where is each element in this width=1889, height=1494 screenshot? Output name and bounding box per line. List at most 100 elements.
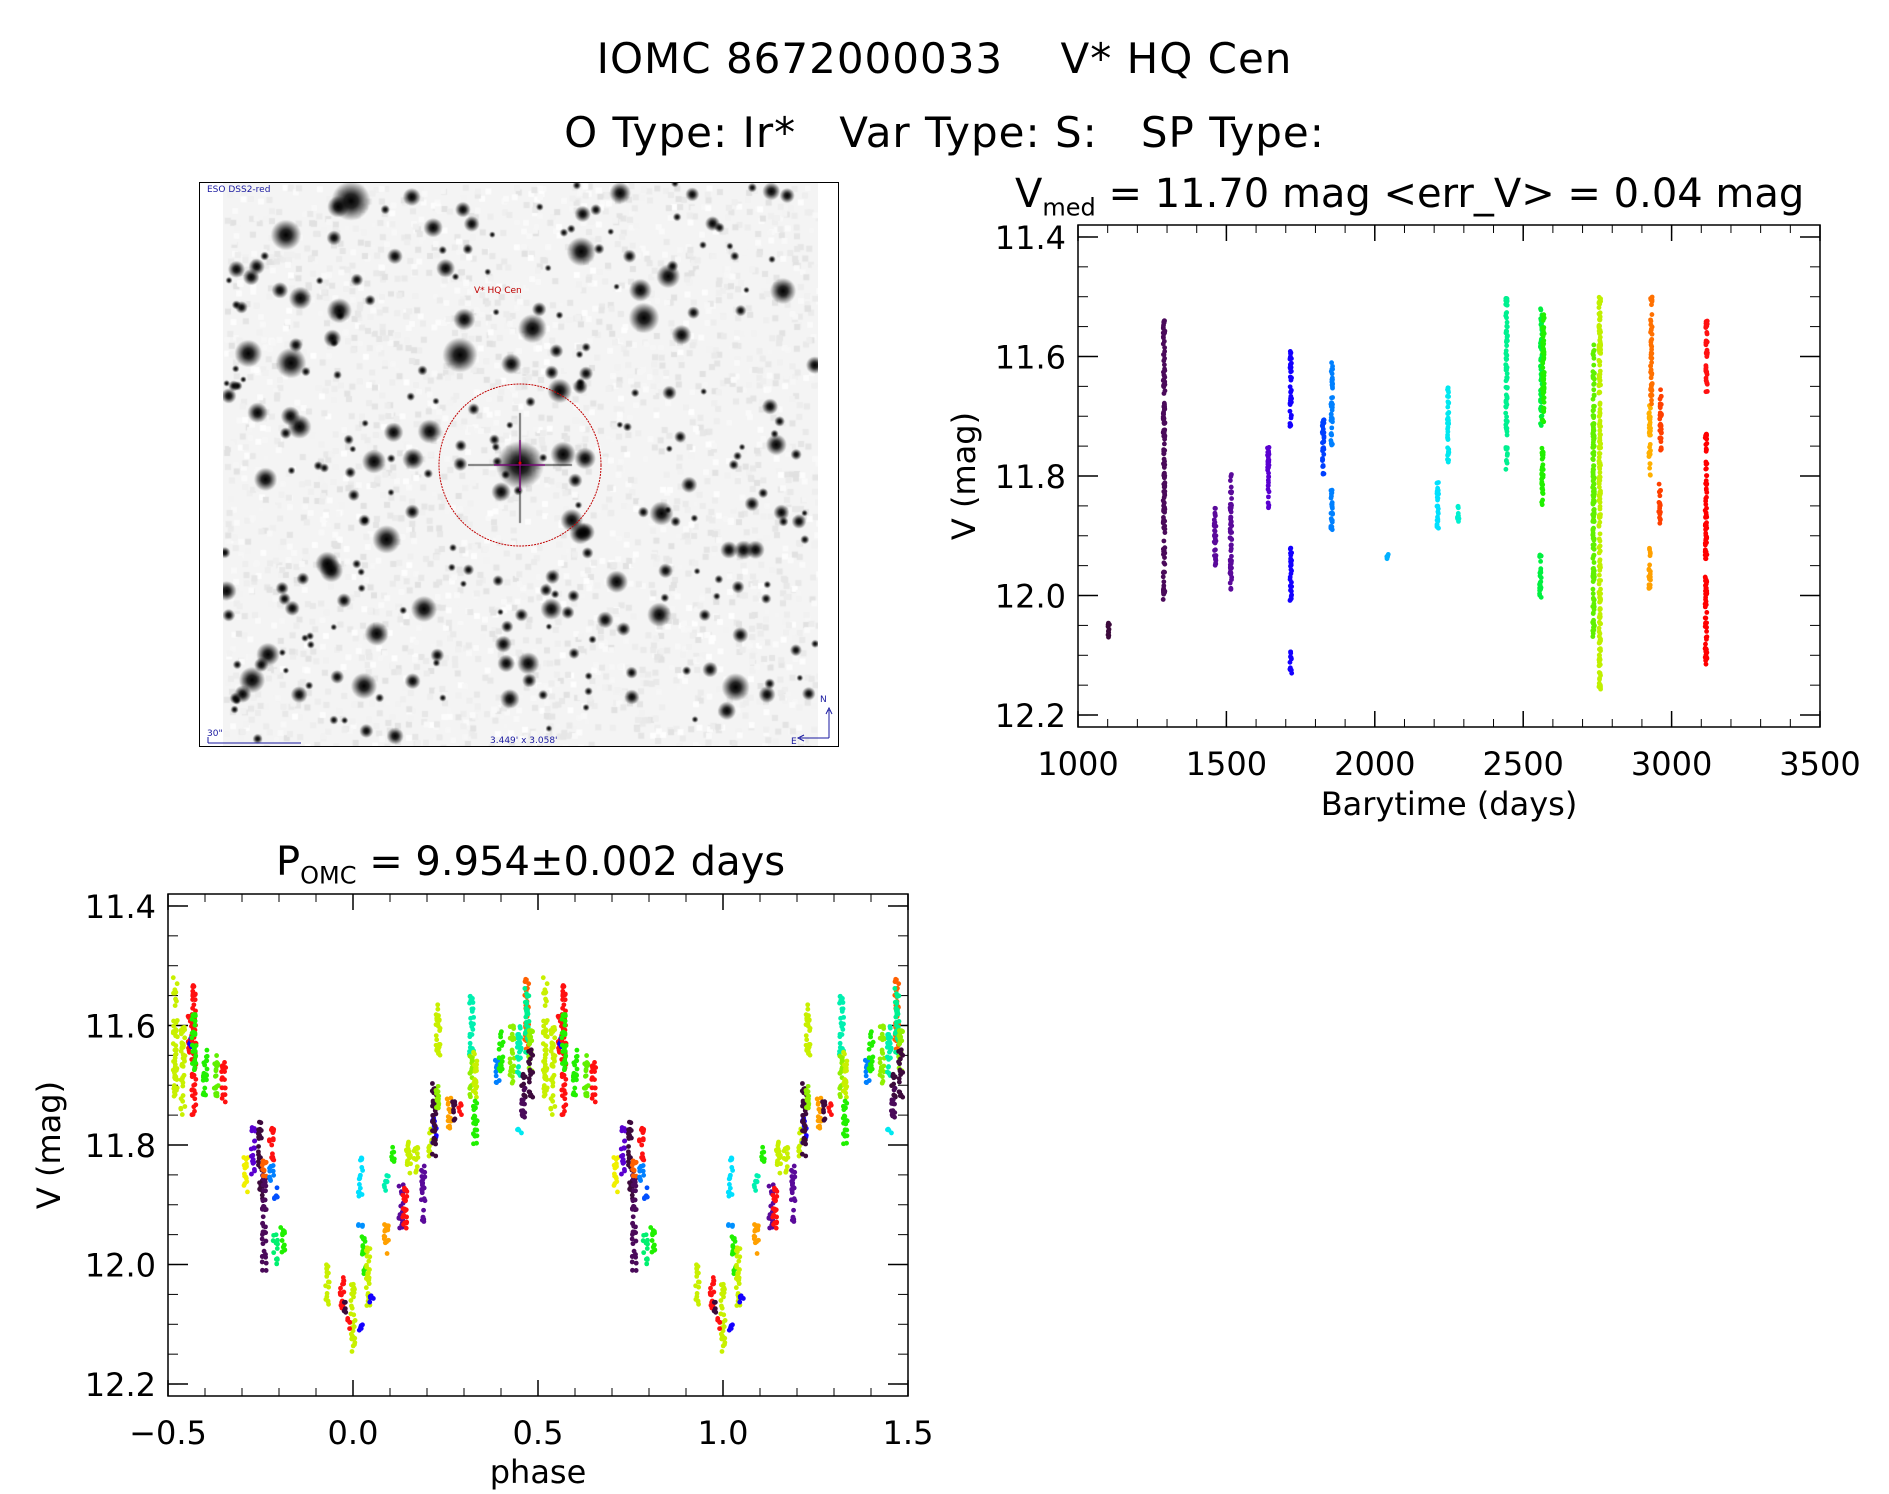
phase-data-point: [522, 986, 528, 991]
lc-data-point: [1539, 486, 1545, 492]
phase-data-point: [548, 1048, 554, 1054]
phase-data-point: [271, 1172, 277, 1178]
phase-data-point: [805, 1006, 811, 1012]
phase-data-point: [719, 1349, 725, 1354]
phase-data-point: [821, 1117, 827, 1123]
phase-data-point: [582, 1061, 588, 1067]
phase-data-point: [507, 1060, 513, 1066]
phase-y-tick-label: 11.6: [85, 1007, 156, 1045]
phase-data-point: [818, 1095, 824, 1101]
phase-data-point: [803, 1042, 809, 1048]
phase-data-point: [837, 994, 843, 999]
lc-data-point: [1648, 297, 1654, 302]
lc-data-point: [1541, 384, 1547, 390]
phase-data-point: [401, 1212, 407, 1218]
phase-data-point: [540, 975, 546, 981]
phase-data-point: [174, 998, 179, 1004]
phase-data-point: [696, 1301, 701, 1307]
phase-data-point: [630, 1167, 636, 1172]
phase-data-point: [445, 1100, 451, 1106]
phase-data-point: [890, 1097, 896, 1103]
phase-data-point: [641, 1127, 647, 1132]
phase-data-point: [360, 1168, 366, 1173]
phase-data-point: [638, 1164, 644, 1169]
phase-data-point: [245, 1189, 250, 1195]
phase-data-point: [574, 1047, 580, 1053]
phase-data-point: [361, 1268, 367, 1273]
lc-x-tick-label: 2500: [1482, 745, 1563, 783]
phase-data-point: [727, 1185, 733, 1191]
phase-data-point: [863, 1069, 869, 1075]
phase-data-point: [633, 1268, 639, 1273]
phase-data-point: [359, 1224, 365, 1229]
phase-data-point: [718, 1311, 724, 1317]
lc-data-point: [1161, 579, 1167, 585]
phase-data-point: [891, 1087, 897, 1093]
phase-data-point: [525, 1009, 530, 1015]
phase-data-point: [629, 1253, 635, 1259]
phase-data-point: [404, 1148, 410, 1154]
lc-data-point: [1703, 581, 1709, 587]
lc-data-point: [1289, 356, 1294, 362]
phase-data-point: [637, 1168, 643, 1174]
lc-data-point: [1597, 359, 1603, 364]
lc-data-point: [1703, 442, 1709, 447]
phase-data-point: [459, 1112, 464, 1118]
lc-data-point: [1590, 489, 1596, 494]
phase-data-point: [203, 1058, 209, 1064]
phase-data-point: [255, 1149, 261, 1155]
lc-data-point: [1656, 481, 1662, 487]
lc-data-point: [1537, 552, 1543, 558]
lc-data-point: [1227, 529, 1233, 534]
phase-data-point: [542, 1072, 548, 1078]
lc-data-point: [1161, 322, 1166, 328]
lc-data-point: [1435, 509, 1441, 515]
phase-data-point: [471, 1113, 477, 1119]
phase-data-point: [213, 1066, 219, 1072]
phase-data-point: [190, 991, 196, 997]
lc-x-tick-label: 1500: [1186, 745, 1267, 783]
phase-data-point: [402, 1220, 408, 1226]
lc-data-point: [1162, 328, 1168, 334]
lc-data-point: [1591, 381, 1597, 387]
lc-data-point: [1504, 452, 1510, 458]
phase-data-point: [193, 1008, 198, 1014]
phase-data-point: [271, 1157, 277, 1163]
phase-data-point: [516, 1043, 521, 1049]
phase-data-point: [614, 1179, 620, 1185]
lc-data-point: [1703, 521, 1709, 527]
phase-data-point: [805, 1083, 811, 1089]
lc-data-point: [1162, 355, 1168, 361]
phase-data-point: [877, 1060, 883, 1066]
phase-data-point: [628, 1135, 634, 1141]
phase-data-point: [362, 1239, 368, 1244]
phase-data-point: [347, 1319, 353, 1325]
phase-data-point: [200, 1077, 206, 1083]
lc-data-point: [1288, 393, 1294, 399]
phase-data-point: [869, 1066, 875, 1072]
phase-data-point: [639, 1142, 645, 1148]
phase-data-point: [191, 1012, 197, 1017]
phase-data-point: [260, 1167, 266, 1172]
lc-data-point: [1597, 444, 1603, 450]
lc-data-point: [1591, 422, 1597, 428]
lc-data-point: [1540, 365, 1546, 371]
lc-data-point: [1649, 312, 1655, 317]
phase-data-point: [326, 1279, 332, 1285]
lc-data-point: [1596, 450, 1602, 456]
phase-data-point: [429, 1151, 435, 1157]
phase-data-point: [182, 1104, 188, 1109]
phase-data-point: [474, 1140, 479, 1146]
phase-data-point: [722, 1340, 728, 1345]
lc-data-point: [1596, 294, 1602, 300]
phase-data-point: [543, 1020, 549, 1026]
lc-data-point: [1212, 528, 1217, 533]
lc-data-point: [1537, 592, 1543, 598]
phase-data-point: [498, 1029, 504, 1035]
phase-data-point: [420, 1177, 426, 1182]
phase-data-point: [213, 1073, 219, 1079]
lc-data-point: [1659, 412, 1664, 418]
phase-data-point: [363, 1285, 369, 1291]
lc-data-point: [1287, 659, 1293, 665]
lc-data-point: [1229, 553, 1234, 559]
